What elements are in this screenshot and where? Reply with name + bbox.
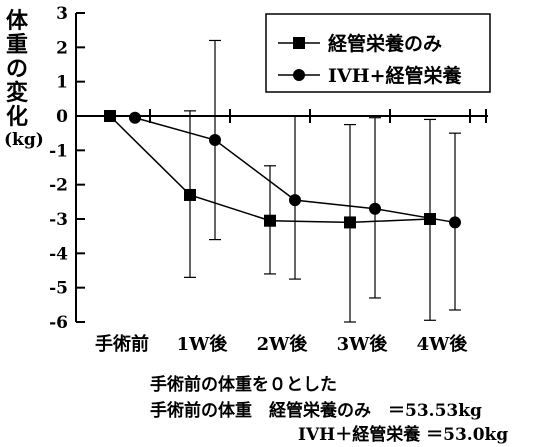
y-tick-label: -2	[49, 176, 68, 196]
note-preop-weight-tube-only: 手術前の体重 経管栄養のみ ＝53.53kg	[150, 401, 482, 421]
y-tick-label: 0	[56, 107, 68, 127]
y-tick-label: -1	[49, 141, 68, 161]
y-tick-label: 3	[56, 4, 68, 24]
y-axis-label-char: 重	[6, 32, 29, 58]
x-tick-label: 3W後	[337, 333, 389, 355]
y-axis-label-char: 体	[6, 8, 29, 34]
legend-label: 経管栄養のみ	[328, 32, 442, 55]
y-axis-label-char: の	[6, 56, 29, 82]
y-tick-label: -3	[49, 210, 68, 230]
y-tick-label: 2	[56, 38, 68, 58]
note-baseline: 手術前の体重を０とした	[150, 375, 337, 395]
x-tick-label: 2W後	[257, 333, 309, 355]
legend-marker-circle	[293, 69, 305, 81]
data-point-square	[184, 188, 196, 201]
data-point-square	[424, 213, 436, 225]
y-axis-label-char: 変	[6, 80, 29, 106]
data-point-square	[104, 110, 116, 122]
data-point-square	[344, 216, 356, 229]
data-point-circle	[369, 202, 381, 215]
data-point-square	[264, 214, 276, 227]
data-point-circle	[209, 134, 221, 147]
legend-label: IVH+経管栄養	[328, 64, 463, 87]
x-tick-label: 手術前	[95, 333, 149, 355]
y-tick-label: 1	[56, 73, 68, 93]
y-tick-label: -5	[49, 279, 68, 299]
note-preop-weight-ivh: IVH＋経管栄養 ＝53.0kg	[298, 425, 509, 445]
y-tick-label: -6	[49, 313, 68, 333]
legend-marker-square	[293, 37, 305, 49]
y-axis-label-char: 化	[6, 104, 29, 130]
y-tick-label: -4	[49, 244, 68, 264]
data-point-circle	[289, 194, 301, 207]
legend-box	[265, 13, 491, 93]
data-point-circle	[129, 111, 141, 124]
data-point-circle	[449, 216, 461, 229]
x-tick-label: 1W後	[177, 333, 229, 355]
x-tick-label: 4W後	[417, 333, 469, 355]
y-axis-unit: (kg)	[4, 130, 44, 150]
